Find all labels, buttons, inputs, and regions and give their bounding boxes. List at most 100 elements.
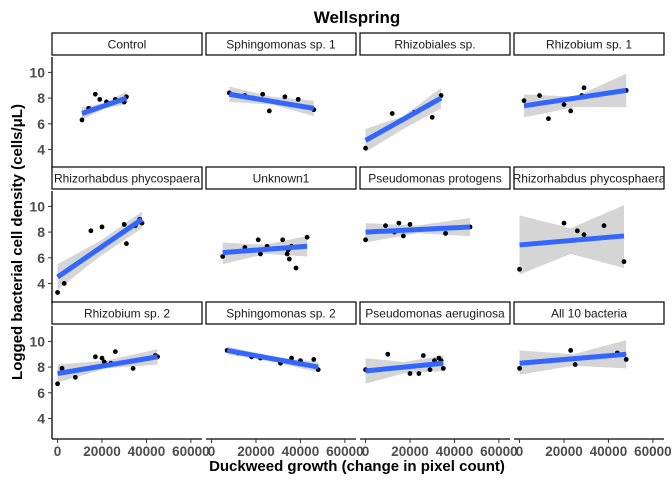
data-point bbox=[266, 108, 272, 114]
y-tick-label: 4 bbox=[37, 275, 45, 291]
data-point bbox=[517, 266, 522, 272]
facet-panel: Pseudomonas protogens bbox=[359, 166, 511, 243]
facet-strip-label: Pseudomonas aeruginosa bbox=[365, 307, 505, 321]
facet-strip-label: Rhizobium sp. 2 bbox=[84, 307, 170, 321]
data-point bbox=[220, 254, 226, 259]
data-point bbox=[282, 94, 288, 100]
x-tick-label: 60000 bbox=[480, 444, 518, 459]
data-point bbox=[72, 374, 78, 380]
regression-line bbox=[523, 87, 627, 109]
facet-panel: Pseudomonas aeruginosa 0 20000 40000 60000 bbox=[359, 301, 518, 459]
data-point bbox=[581, 85, 587, 91]
data-point bbox=[601, 223, 607, 229]
data-point bbox=[396, 220, 402, 226]
y-tick-label: 6 bbox=[37, 250, 45, 266]
facet-strip bbox=[513, 301, 665, 325]
data-point bbox=[517, 365, 522, 371]
confidence-ribbon bbox=[365, 355, 444, 384]
y-tick-label: 10 bbox=[29, 333, 45, 349]
y-tick-label: 10 bbox=[29, 198, 45, 214]
x-tick-label: 60000 bbox=[634, 444, 672, 459]
data-point bbox=[561, 220, 567, 226]
data-point bbox=[286, 256, 292, 262]
facet-strip bbox=[359, 301, 511, 325]
data-point bbox=[79, 117, 85, 123]
data-point bbox=[121, 221, 127, 227]
data-point bbox=[55, 381, 60, 387]
regression-line bbox=[364, 95, 443, 143]
facet-panel: Sphingomonas sp. 2 0 20000 40000 60000 bbox=[205, 301, 364, 459]
data-point bbox=[99, 224, 105, 230]
data-point bbox=[521, 98, 527, 104]
data-point bbox=[568, 108, 574, 114]
x-tick-label: 40000 bbox=[436, 444, 474, 459]
facet-strip bbox=[205, 166, 357, 190]
data-point bbox=[407, 371, 413, 376]
data-point bbox=[92, 91, 98, 97]
facet-strip-label: Sphingomonas sp. 1 bbox=[226, 38, 336, 52]
facet-strip-label: Unknown1 bbox=[253, 172, 310, 186]
data-point bbox=[416, 371, 422, 376]
facet-panel: Rhizobium sp. 1 bbox=[513, 32, 665, 122]
data-point bbox=[61, 281, 67, 286]
data-point bbox=[280, 237, 286, 243]
facet-strip-label: Sphingomonas sp. 2 bbox=[226, 307, 336, 321]
x-tick-label: 20000 bbox=[83, 444, 121, 459]
data-point bbox=[407, 221, 413, 227]
facet-panel: All 10 bacteria 0 20000 40000 60000 bbox=[513, 301, 672, 459]
facet-panel: Control 4 6 8 10 bbox=[29, 32, 203, 170]
data-point bbox=[581, 232, 587, 238]
y-tick-label: 8 bbox=[37, 224, 45, 240]
data-point bbox=[311, 356, 317, 362]
y-tick-label: 8 bbox=[37, 359, 45, 375]
facet-strip bbox=[51, 166, 203, 190]
regression-line bbox=[228, 91, 315, 111]
data-point bbox=[537, 93, 542, 98]
facet-panel: Rhizorhabdus phycospaera 4 6 8 10 bbox=[29, 166, 203, 304]
data-point bbox=[92, 354, 98, 360]
facet-strip bbox=[205, 301, 357, 325]
data-point bbox=[574, 228, 580, 234]
data-point bbox=[420, 353, 426, 358]
x-tick-label: 20000 bbox=[391, 444, 429, 459]
facet-panel: Unknown1 bbox=[205, 166, 357, 271]
data-point bbox=[427, 367, 433, 373]
facet-panel: Rhizobiales sp. bbox=[359, 32, 511, 153]
data-point bbox=[440, 365, 446, 371]
regression-line bbox=[519, 351, 627, 366]
data-point bbox=[255, 237, 261, 243]
data-point bbox=[124, 241, 129, 247]
facet-strip bbox=[513, 32, 665, 56]
x-tick-label: 0 bbox=[516, 444, 524, 459]
facet-strip-label: Rhizobium sp. 1 bbox=[546, 38, 632, 52]
data-point bbox=[363, 145, 368, 151]
data-point bbox=[88, 228, 94, 234]
data-point bbox=[97, 96, 103, 102]
data-point bbox=[295, 96, 301, 102]
facet-panel: Sphingomonas sp. 1 bbox=[205, 32, 357, 117]
regression-line bbox=[81, 95, 128, 116]
regression-line bbox=[56, 217, 144, 280]
data-point bbox=[443, 230, 448, 236]
x-tick-label: 40000 bbox=[590, 444, 628, 459]
regression-line bbox=[365, 360, 444, 374]
data-point bbox=[621, 259, 627, 265]
data-point bbox=[293, 265, 299, 271]
x-tick-label: 60000 bbox=[326, 444, 364, 459]
y-tick-label: 6 bbox=[37, 116, 45, 132]
y-tick-label: 10 bbox=[29, 64, 45, 80]
x-tick-label: 40000 bbox=[282, 444, 320, 459]
facet-strip-label: Pseudomonas protogens bbox=[368, 172, 501, 186]
facet-strip bbox=[205, 32, 357, 56]
data-point bbox=[304, 234, 310, 240]
data-point bbox=[289, 355, 294, 361]
facet-strip-label: Control bbox=[108, 38, 147, 52]
regression-line bbox=[365, 224, 471, 235]
y-axis-label: Logged bacterial cell density (cells/μL) bbox=[9, 104, 26, 380]
data-point bbox=[130, 365, 136, 371]
x-tick-label: 20000 bbox=[237, 444, 275, 459]
data-point bbox=[385, 351, 391, 357]
y-tick-label: 8 bbox=[37, 90, 45, 106]
facet-strip-label: Rhizobiales sp. bbox=[394, 38, 475, 52]
x-tick-label: 40000 bbox=[128, 444, 166, 459]
